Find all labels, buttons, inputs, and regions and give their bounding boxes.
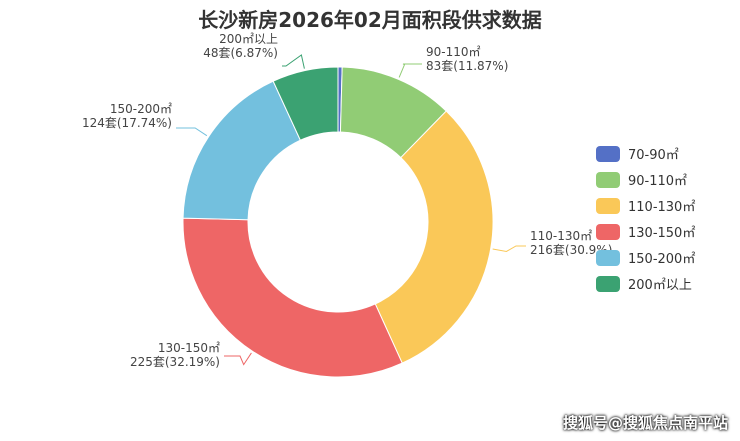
data-label-value-130-150: 225套(32.19%): [130, 355, 220, 369]
legend-swatch-130-150: [596, 224, 620, 240]
legend-label-70-90: 70-90㎡: [628, 148, 679, 163]
legend[interactable]: 70-90㎡ 90-110㎡ 110-130㎡ 130-150㎡ 150-200㎡ 200…: [596, 146, 695, 293]
slices-layer: [182, 66, 494, 378]
leader-line-90-110: [398, 63, 422, 78]
legend-label-110-130: 110-130㎡: [628, 200, 695, 215]
legend-item-200-plus[interactable]: 200㎡以上: [596, 276, 692, 293]
legend-swatch-150-200: [596, 250, 620, 266]
data-label-value-90-110: 83套(11.87%): [426, 59, 508, 73]
legend-swatch-70-90: [596, 146, 620, 162]
data-label-value-150-200: 124套(17.74%): [82, 116, 172, 130]
data-label-name-150-200: 150-200㎡: [110, 102, 172, 116]
leader-line-130-150: [224, 352, 252, 366]
leader-line-200-plus: [282, 54, 305, 69]
data-label-name-90-110: 90-110㎡: [426, 45, 481, 59]
legend-swatch-90-110: [596, 172, 620, 188]
legend-item-130-150[interactable]: 130-150㎡: [596, 224, 695, 241]
data-label-value-110-130: 216套(30.9%): [530, 243, 612, 257]
data-label-value-200-plus: 48套(6.87%): [203, 46, 278, 60]
legend-swatch-200-plus: [596, 276, 620, 292]
watermark: 搜狐号@搜狐焦点南平站: [562, 414, 728, 432]
legend-item-90-110[interactable]: 90-110㎡: [596, 172, 687, 189]
data-label-name-130-150: 130-150㎡: [158, 341, 220, 355]
leader-lines-layer: [176, 54, 526, 366]
chart-title: 长沙新房2026年02月面积段供求数据: [198, 8, 542, 32]
data-label-name-110-130: 110-130㎡: [530, 229, 592, 243]
legend-item-150-200[interactable]: 150-200㎡: [596, 250, 695, 267]
leader-line-110-130: [492, 245, 526, 252]
legend-label-90-110: 90-110㎡: [628, 174, 687, 189]
slice-200-plus[interactable]: [272, 66, 339, 141]
leader-line-150-200: [176, 127, 208, 137]
legend-label-130-150: 130-150㎡: [628, 226, 695, 241]
legend-label-200-plus: 200㎡以上: [628, 278, 692, 293]
legend-swatch-110-130: [596, 198, 620, 214]
slice-130-150[interactable]: [182, 217, 403, 378]
legend-label-150-200: 150-200㎡: [628, 252, 695, 267]
data-label-name-200-plus: 200㎡以上: [219, 32, 278, 46]
legend-item-70-90[interactable]: 70-90㎡: [596, 146, 679, 163]
legend-item-110-130[interactable]: 110-130㎡: [596, 198, 695, 215]
slice-110-130[interactable]: [374, 110, 494, 364]
